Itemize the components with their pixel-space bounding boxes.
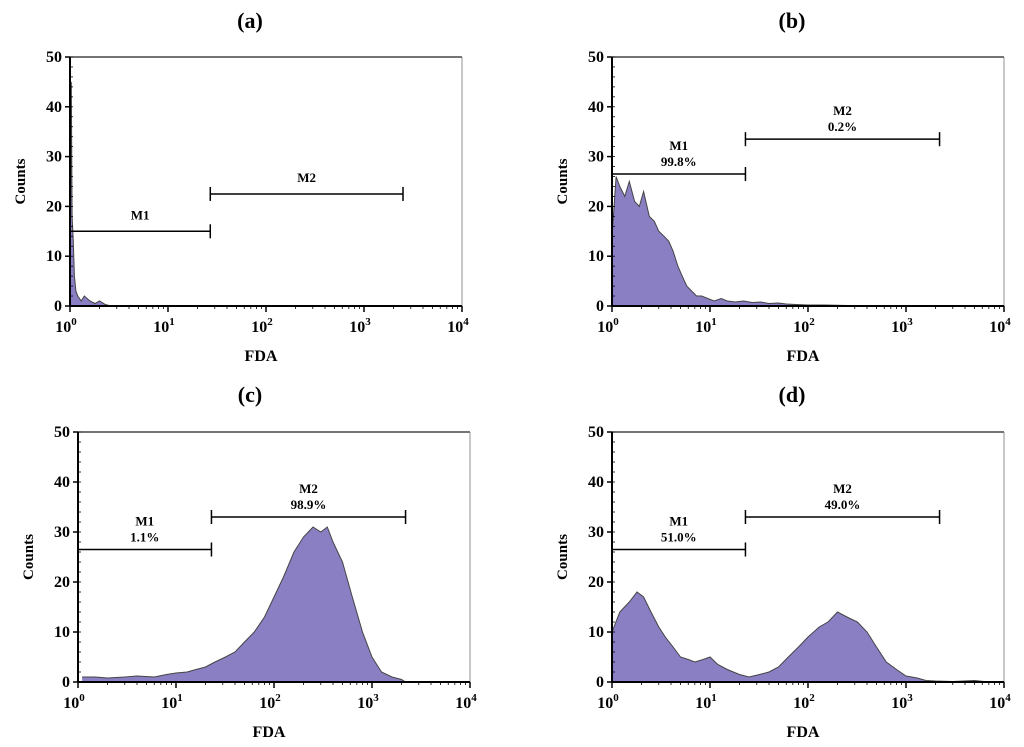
marker-percent: 99.8% [661, 154, 697, 169]
y-tick-label: 50 [54, 424, 70, 441]
y-tick-label: 40 [588, 474, 604, 491]
marker-label: M2 [299, 481, 318, 496]
histogram-area [612, 176, 906, 306]
y-tick-label: 0 [596, 298, 604, 315]
y-axis-label: Counts [21, 534, 37, 580]
histogram-panel: (d) 0 10 20 30 40 50 100 101 102 103 104 FDA Counts M1… [555, 382, 1011, 741]
y-axis-label: Counts [13, 158, 29, 204]
x-tick-label: 103 [349, 316, 371, 336]
marker-label: M1 [669, 138, 688, 153]
x-tick-label: 103 [891, 316, 913, 336]
marker-label: M1 [135, 514, 154, 529]
x-tick-label: 101 [695, 316, 717, 336]
x-tick-label: 100 [597, 692, 619, 712]
y-tick-label: 10 [46, 248, 62, 265]
x-tick-label: 103 [357, 692, 379, 712]
x-tick-label: 100 [55, 316, 77, 336]
x-tick-label: 104 [989, 692, 1011, 712]
y-tick-label: 30 [588, 524, 604, 541]
marker-percent: 51.0% [661, 530, 697, 545]
marker-label: M2 [297, 170, 316, 185]
y-tick-label: 10 [588, 248, 604, 265]
y-axis-label: Counts [555, 534, 571, 580]
x-tick-label: 101 [695, 692, 717, 712]
y-tick-label: 20 [46, 198, 62, 215]
histogram-area [82, 527, 406, 682]
histogram-panel: (a) 0 10 20 30 40 50 100 101 102 103 104 FDA Counts M1… [13, 8, 469, 365]
x-tick-label: 102 [251, 316, 273, 336]
marker-label: M1 [669, 514, 688, 529]
y-axis-label: Counts [555, 158, 571, 204]
marker-percent: 49.0% [825, 497, 861, 512]
y-tick-label: 50 [588, 424, 604, 441]
y-tick-label: 30 [588, 149, 604, 166]
marker-label: M1 [131, 207, 150, 222]
panel-title: (a) [237, 8, 263, 33]
x-tick-label: 100 [597, 316, 619, 336]
x-tick-label: 101 [161, 692, 183, 712]
marker-percent: 0.2% [828, 119, 857, 134]
y-tick-label: 20 [54, 574, 70, 591]
x-tick-label: 103 [891, 692, 913, 712]
x-tick-label: 102 [793, 316, 815, 336]
y-tick-label: 40 [54, 474, 70, 491]
y-tick-label: 20 [588, 198, 604, 215]
marker-label: M2 [833, 103, 852, 118]
panel-title: (c) [238, 382, 262, 407]
y-tick-label: 30 [54, 524, 70, 541]
x-axis-label: FDA [253, 724, 286, 741]
histogram-area [612, 592, 989, 682]
panel-title: (b) [779, 8, 806, 33]
histogram-outline [611, 176, 907, 307]
y-tick-label: 50 [588, 49, 604, 66]
marker-percent: 1.1% [130, 530, 159, 545]
x-tick-label: 102 [793, 692, 815, 712]
histogram-outline [611, 591, 989, 683]
y-tick-label: 0 [54, 298, 62, 315]
y-tick-label: 10 [588, 624, 604, 641]
x-axis-label: FDA [245, 348, 278, 365]
x-tick-label: 104 [447, 316, 469, 336]
x-tick-label: 104 [455, 692, 477, 712]
y-tick-label: 40 [46, 99, 62, 116]
x-tick-label: 101 [153, 316, 175, 336]
y-tick-label: 0 [596, 674, 604, 691]
marker-percent: 98.9% [291, 497, 327, 512]
x-axis-label: FDA [787, 348, 820, 365]
histogram-panel: (b) 0 10 20 30 40 50 100 101 102 103 104 FDA Counts M1… [555, 8, 1011, 365]
histogram-panel: (c) 0 10 20 30 40 50 100 101 102 103 104 FDA Counts M1… [21, 382, 477, 741]
x-tick-label: 102 [259, 692, 281, 712]
y-tick-label: 0 [62, 674, 70, 691]
y-tick-label: 30 [46, 149, 62, 166]
histogram-outline [82, 526, 406, 683]
histogram-area [70, 81, 111, 307]
y-tick-label: 50 [46, 49, 62, 66]
marker-label: M2 [833, 481, 852, 496]
y-tick-label: 20 [588, 574, 604, 591]
y-tick-label: 10 [54, 624, 70, 641]
x-tick-label: 104 [989, 316, 1011, 336]
panel-title: (d) [779, 382, 806, 407]
y-tick-label: 40 [588, 99, 604, 116]
x-axis-label: FDA [787, 724, 820, 741]
x-tick-label: 100 [63, 692, 85, 712]
histogram-outline [69, 81, 111, 307]
